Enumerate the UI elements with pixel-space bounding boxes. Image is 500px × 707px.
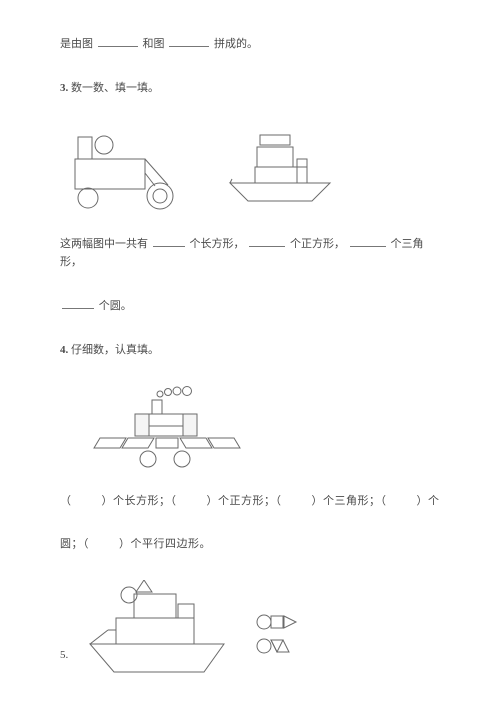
q4-title-text: 仔细数，认真填。	[71, 344, 159, 356]
q3-sentence-2: 个圆。	[60, 297, 440, 316]
text-frag: 是由图	[60, 38, 93, 50]
blank[interactable]	[249, 235, 285, 247]
blank[interactable]	[62, 297, 94, 309]
q3-title: 3. 数一数、填一填。	[60, 80, 440, 98]
text-frag: 和图	[143, 38, 165, 50]
blank[interactable]	[350, 235, 386, 247]
blank[interactable]	[169, 35, 209, 47]
q5-number: 5.	[60, 647, 68, 665]
blank[interactable]	[98, 35, 138, 47]
q5-figure: 5.	[60, 580, 440, 685]
q4-fill-line-2: 圆；（ ）个平行四边形。	[60, 536, 440, 554]
text-frag: ）个正方形；（	[207, 495, 282, 507]
q3-number: 3.	[60, 82, 68, 94]
sentence-top: 是由图 和图 拼成的。	[60, 35, 440, 54]
q4-title: 4. 仔细数，认真填。	[60, 342, 440, 360]
text-frag: 圆；（	[60, 538, 89, 550]
q4-number: 4.	[60, 344, 68, 356]
text-frag: （	[60, 495, 72, 507]
text-frag: ）个	[417, 495, 440, 507]
q3-sentence-1: 这两幅图中一共有 个长方形， 个正方形， 个三角形，	[60, 235, 440, 271]
q4-fill-line-1: （ ）个长方形；（ ）个正方形；（ ）个三角形；（ ）个	[60, 493, 440, 511]
text-frag: 个长方形，	[190, 238, 245, 250]
q3-title-text: 数一数、填一填。	[71, 82, 159, 94]
text-frag: ）个长方形；（	[102, 495, 177, 507]
q4-figure	[90, 386, 440, 471]
text-frag: 拼成的。	[214, 38, 258, 50]
text-frag: 个圆。	[99, 300, 132, 312]
text-frag: 这两幅图中一共有	[60, 238, 148, 250]
blank[interactable]	[153, 235, 185, 247]
text-frag: ）个三角形；（	[312, 495, 387, 507]
text-frag: 个正方形，	[290, 238, 345, 250]
q3-figure	[60, 123, 440, 213]
text-frag: ）个平行四边形。	[119, 538, 211, 550]
